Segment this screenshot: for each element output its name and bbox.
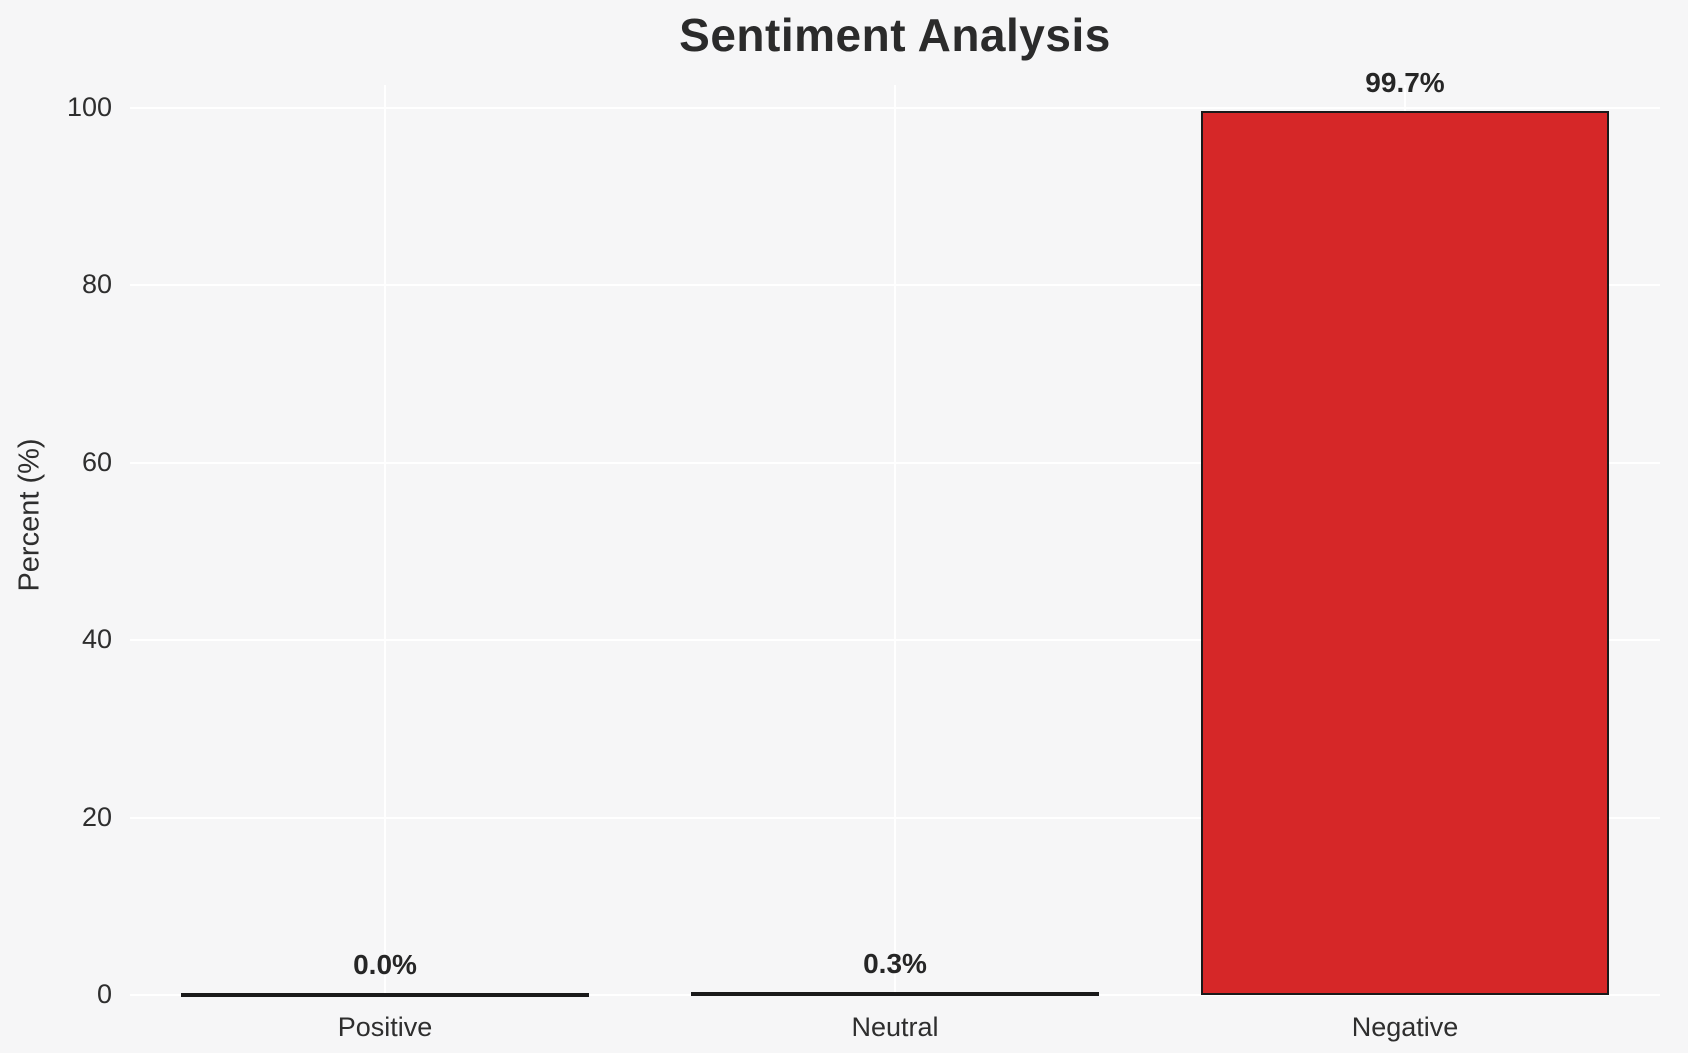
y-tick-label: 20 xyxy=(81,801,112,832)
bar-negative xyxy=(1201,110,1609,995)
y-axis-label: Percent (%) xyxy=(13,438,46,592)
value-label-negative: 99.7% xyxy=(1365,66,1445,98)
x-tick-label-positive: Positive xyxy=(337,1012,433,1042)
value-label-neutral: 0.3% xyxy=(863,948,927,980)
y-tick-label: 40 xyxy=(81,624,112,655)
y-tick-label: 80 xyxy=(81,269,112,300)
value-label-positive: 0.0% xyxy=(353,948,417,980)
chart-title: Sentiment Analysis xyxy=(679,9,1111,61)
y-tick-label: 100 xyxy=(66,91,112,122)
bar-neutral xyxy=(691,992,1099,997)
gridline-vertical xyxy=(384,85,386,995)
gridline-vertical xyxy=(894,85,896,995)
x-tick-label-neutral: Neutral xyxy=(851,1012,939,1042)
x-tick-label-negative: Negative xyxy=(1351,1012,1459,1042)
bar-positive xyxy=(181,992,589,997)
y-tick-label: 0 xyxy=(96,978,112,1009)
y-tick-label: 60 xyxy=(81,446,112,477)
